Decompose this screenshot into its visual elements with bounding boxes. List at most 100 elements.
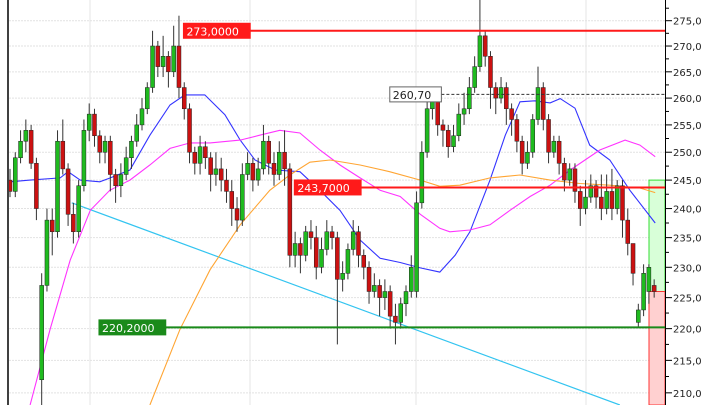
y-tick-label: 215,0 xyxy=(673,356,702,367)
candle-up xyxy=(277,151,282,175)
candle-up xyxy=(419,151,425,204)
candle-up xyxy=(498,87,504,99)
y-tick-label: 210,0 xyxy=(673,389,702,400)
candle-down xyxy=(609,191,615,209)
candle-down xyxy=(97,135,103,153)
candle-down xyxy=(234,208,240,221)
target-zone xyxy=(648,179,665,293)
candle-down xyxy=(71,214,76,233)
candle-down xyxy=(387,291,393,317)
candle-down xyxy=(356,231,361,256)
y-tick-label: 265,0 xyxy=(673,68,702,79)
candle-down xyxy=(599,196,604,209)
candle-up xyxy=(213,168,219,175)
level-label: 220,2000 xyxy=(102,322,154,335)
candle-up xyxy=(350,231,356,250)
candle-down xyxy=(366,267,372,292)
candle-up xyxy=(324,231,330,250)
candle-up xyxy=(345,249,351,274)
level-label-box xyxy=(389,86,442,103)
candle-down xyxy=(493,87,499,99)
candle-up xyxy=(583,196,588,209)
candle-up xyxy=(44,219,50,286)
candle-up xyxy=(18,140,23,159)
price-levels: 273,0000 260,70 243,7000 220,2000 xyxy=(98,22,665,336)
candle-up xyxy=(382,291,388,298)
candle-up xyxy=(13,157,18,192)
candle-down xyxy=(541,87,546,120)
candle-up xyxy=(567,168,572,181)
candle-up xyxy=(403,291,409,305)
candle-up xyxy=(535,87,541,120)
y-tick-label: 230,0 xyxy=(673,263,702,274)
candle-down xyxy=(562,163,567,181)
candle-up xyxy=(292,243,298,256)
candle-down xyxy=(620,185,625,221)
candle-down xyxy=(509,108,514,120)
level-label-box xyxy=(98,319,167,336)
trendline xyxy=(71,202,621,405)
candles xyxy=(9,0,657,405)
candle-up xyxy=(81,130,87,187)
candle-down xyxy=(504,87,509,110)
candle-up xyxy=(604,191,609,209)
candle-up xyxy=(102,140,108,153)
candle-up xyxy=(340,273,345,280)
candle-down xyxy=(282,151,287,170)
level-label-box xyxy=(293,179,362,196)
candle-down xyxy=(308,231,314,238)
candle-down xyxy=(329,231,335,238)
candle-up xyxy=(261,140,266,170)
candle-down xyxy=(266,140,271,164)
candle-down xyxy=(176,45,182,88)
plot-area: 273,0000 260,70 243,7000 220,2000 xyxy=(9,0,665,405)
candle-down xyxy=(546,119,551,153)
candle-up xyxy=(409,267,414,292)
candle-up xyxy=(451,135,456,147)
candle-up xyxy=(614,185,620,209)
candle-down xyxy=(224,179,229,192)
y-tick-label: 270,0 xyxy=(673,42,702,53)
candle-up xyxy=(118,174,124,187)
candle-up xyxy=(134,124,139,142)
y-tick-label: 275,0 xyxy=(673,17,702,28)
price-axis: 210,0 215,0 220,0 225,0 230,0 235,0 240,0 245,0… xyxy=(665,0,702,405)
candle-up xyxy=(197,146,203,164)
candle-up xyxy=(23,130,29,142)
candle-up xyxy=(245,163,250,175)
candle-down xyxy=(28,130,34,164)
y-tick-label: 235,0 xyxy=(673,234,702,245)
candle-down xyxy=(113,174,118,187)
y-tick-label: 240,0 xyxy=(673,205,702,216)
candle-down xyxy=(203,146,208,159)
level-label: 260,70 xyxy=(393,89,432,102)
y-tick-label: 225,0 xyxy=(673,294,702,305)
candle-up xyxy=(76,185,81,233)
candle-down xyxy=(651,285,657,292)
candle-down xyxy=(108,140,113,175)
candle-down xyxy=(393,315,398,323)
candle-up xyxy=(477,35,483,67)
candle-down xyxy=(519,140,525,164)
candle-down xyxy=(65,168,71,215)
candle-up xyxy=(398,303,403,323)
candle-down xyxy=(181,87,187,110)
candle-down xyxy=(625,219,631,244)
candle-down xyxy=(250,163,256,181)
candle-down xyxy=(92,113,97,137)
level-label-box xyxy=(182,22,251,39)
candle-up xyxy=(319,249,324,268)
candle-down xyxy=(556,140,562,164)
candle-down xyxy=(166,56,171,73)
candle-down xyxy=(229,191,235,209)
candle-down xyxy=(298,243,303,256)
candle-up xyxy=(55,140,60,233)
candle-up xyxy=(123,157,129,175)
y-tick-label: 260,0 xyxy=(673,94,702,105)
candle-up xyxy=(39,285,44,381)
candle-down xyxy=(445,130,451,147)
candle-up xyxy=(472,66,477,88)
y-tick-label: 245,0 xyxy=(673,176,702,187)
candle-down xyxy=(218,168,224,181)
